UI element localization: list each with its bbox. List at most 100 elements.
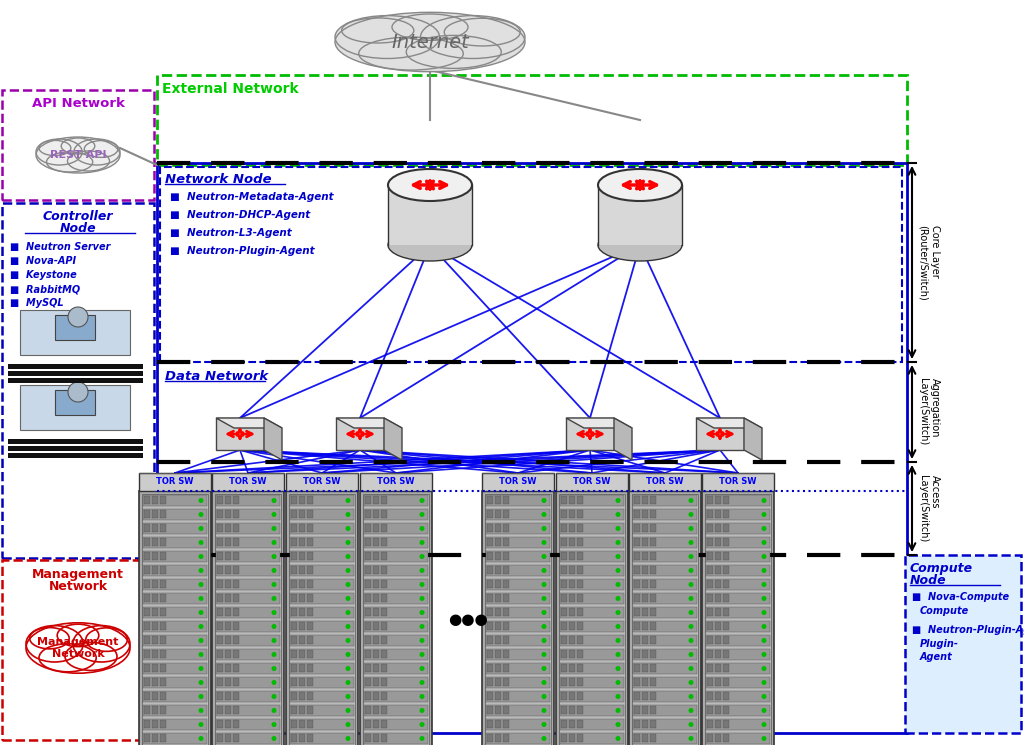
- Bar: [495, 608, 501, 616]
- Bar: [702, 473, 774, 491]
- Circle shape: [420, 582, 425, 587]
- Bar: [486, 649, 550, 660]
- Ellipse shape: [335, 16, 439, 59]
- Bar: [373, 538, 379, 546]
- Bar: [707, 734, 713, 742]
- Bar: [650, 552, 656, 560]
- Bar: [569, 496, 575, 504]
- Bar: [299, 678, 305, 686]
- Bar: [381, 622, 387, 630]
- Text: ■  RabbitMQ: ■ RabbitMQ: [10, 284, 80, 294]
- Ellipse shape: [39, 644, 96, 672]
- Bar: [291, 720, 297, 728]
- Bar: [291, 608, 297, 616]
- Bar: [299, 510, 305, 518]
- Bar: [307, 496, 313, 504]
- Bar: [373, 636, 379, 644]
- Bar: [233, 636, 239, 644]
- Bar: [381, 496, 387, 504]
- Bar: [723, 706, 729, 714]
- Circle shape: [542, 582, 547, 587]
- Bar: [152, 496, 158, 504]
- Text: Controller: Controller: [43, 210, 114, 223]
- Bar: [299, 636, 305, 644]
- Bar: [152, 734, 158, 742]
- Bar: [560, 523, 624, 534]
- Text: TOR SW: TOR SW: [303, 478, 341, 486]
- Bar: [160, 552, 166, 560]
- Bar: [152, 622, 158, 630]
- Bar: [364, 551, 428, 562]
- Bar: [577, 720, 583, 728]
- Bar: [373, 692, 379, 700]
- Bar: [559, 494, 625, 745]
- Bar: [373, 566, 379, 574]
- Bar: [487, 636, 493, 644]
- Circle shape: [345, 624, 350, 629]
- Bar: [143, 565, 207, 576]
- Bar: [143, 733, 207, 744]
- Ellipse shape: [84, 141, 118, 157]
- Bar: [381, 580, 387, 588]
- Circle shape: [688, 722, 693, 727]
- Bar: [495, 622, 501, 630]
- Ellipse shape: [358, 37, 463, 70]
- Bar: [707, 552, 713, 560]
- Bar: [233, 566, 239, 574]
- Circle shape: [762, 736, 767, 741]
- Bar: [560, 635, 624, 646]
- Bar: [495, 496, 501, 504]
- Bar: [233, 608, 239, 616]
- Text: Network Node: Network Node: [165, 173, 271, 186]
- Circle shape: [420, 554, 425, 559]
- Bar: [233, 594, 239, 602]
- Circle shape: [615, 512, 621, 517]
- Bar: [290, 691, 354, 702]
- Circle shape: [271, 512, 276, 517]
- Bar: [723, 720, 729, 728]
- Text: REST API: REST API: [50, 150, 106, 160]
- Bar: [216, 677, 280, 688]
- Bar: [634, 538, 640, 546]
- Circle shape: [199, 540, 204, 545]
- Bar: [291, 734, 297, 742]
- Bar: [723, 608, 729, 616]
- Circle shape: [271, 652, 276, 657]
- Ellipse shape: [86, 628, 127, 651]
- Circle shape: [762, 526, 767, 531]
- Circle shape: [271, 722, 276, 727]
- Bar: [696, 418, 744, 450]
- Circle shape: [420, 736, 425, 741]
- Text: Compute: Compute: [920, 606, 970, 616]
- Bar: [290, 719, 354, 730]
- Bar: [233, 664, 239, 672]
- Bar: [598, 185, 682, 245]
- Bar: [706, 565, 770, 576]
- Bar: [307, 650, 313, 658]
- Circle shape: [542, 708, 547, 713]
- Circle shape: [688, 652, 693, 657]
- Bar: [381, 678, 387, 686]
- Bar: [299, 580, 305, 588]
- Bar: [290, 551, 354, 562]
- Bar: [487, 608, 493, 616]
- Circle shape: [542, 666, 547, 671]
- Bar: [143, 635, 207, 646]
- Circle shape: [271, 680, 276, 685]
- Text: ■  Neutron Server: ■ Neutron Server: [10, 242, 111, 252]
- Bar: [503, 594, 509, 602]
- Circle shape: [688, 526, 693, 531]
- Bar: [650, 622, 656, 630]
- Bar: [160, 734, 166, 742]
- Bar: [144, 552, 150, 560]
- Bar: [707, 524, 713, 532]
- Bar: [216, 733, 280, 744]
- Text: Data Network: Data Network: [165, 370, 268, 383]
- Circle shape: [762, 666, 767, 671]
- Bar: [365, 524, 371, 532]
- Bar: [577, 524, 583, 532]
- Bar: [905, 555, 1021, 733]
- Bar: [650, 636, 656, 644]
- Bar: [217, 566, 223, 574]
- Circle shape: [542, 498, 547, 503]
